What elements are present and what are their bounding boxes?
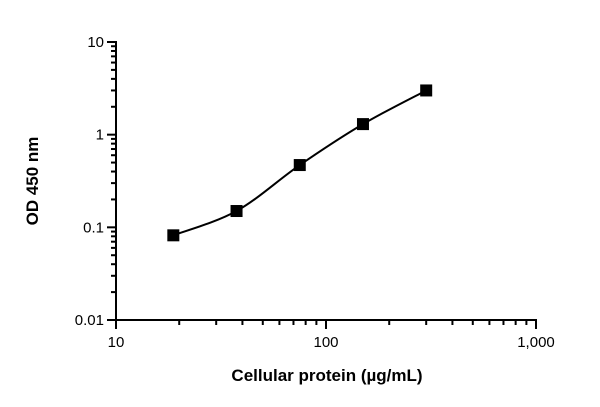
data-point bbox=[230, 205, 243, 218]
x-tick-label: 1,000 bbox=[517, 334, 555, 351]
data-point bbox=[356, 118, 369, 131]
data-points bbox=[167, 84, 433, 242]
data-point bbox=[293, 159, 306, 172]
data-point bbox=[420, 84, 433, 97]
data-point bbox=[167, 229, 180, 242]
x-tick-label: 10 bbox=[108, 334, 125, 351]
y-tick-label: 10 bbox=[87, 34, 104, 51]
y-tick-label: 0.01 bbox=[75, 312, 104, 329]
y-tick-label: 1 bbox=[96, 127, 104, 144]
x-tick-label: 100 bbox=[313, 334, 338, 351]
x-axis-label: Cellular protein (µg/mL) bbox=[231, 366, 422, 385]
y-tick-label: 0.1 bbox=[83, 219, 104, 236]
y-axis-label: OD 450 nm bbox=[23, 137, 42, 226]
axes: 0.01 0.1 1 10 10 100 1,000 bbox=[75, 34, 555, 351]
